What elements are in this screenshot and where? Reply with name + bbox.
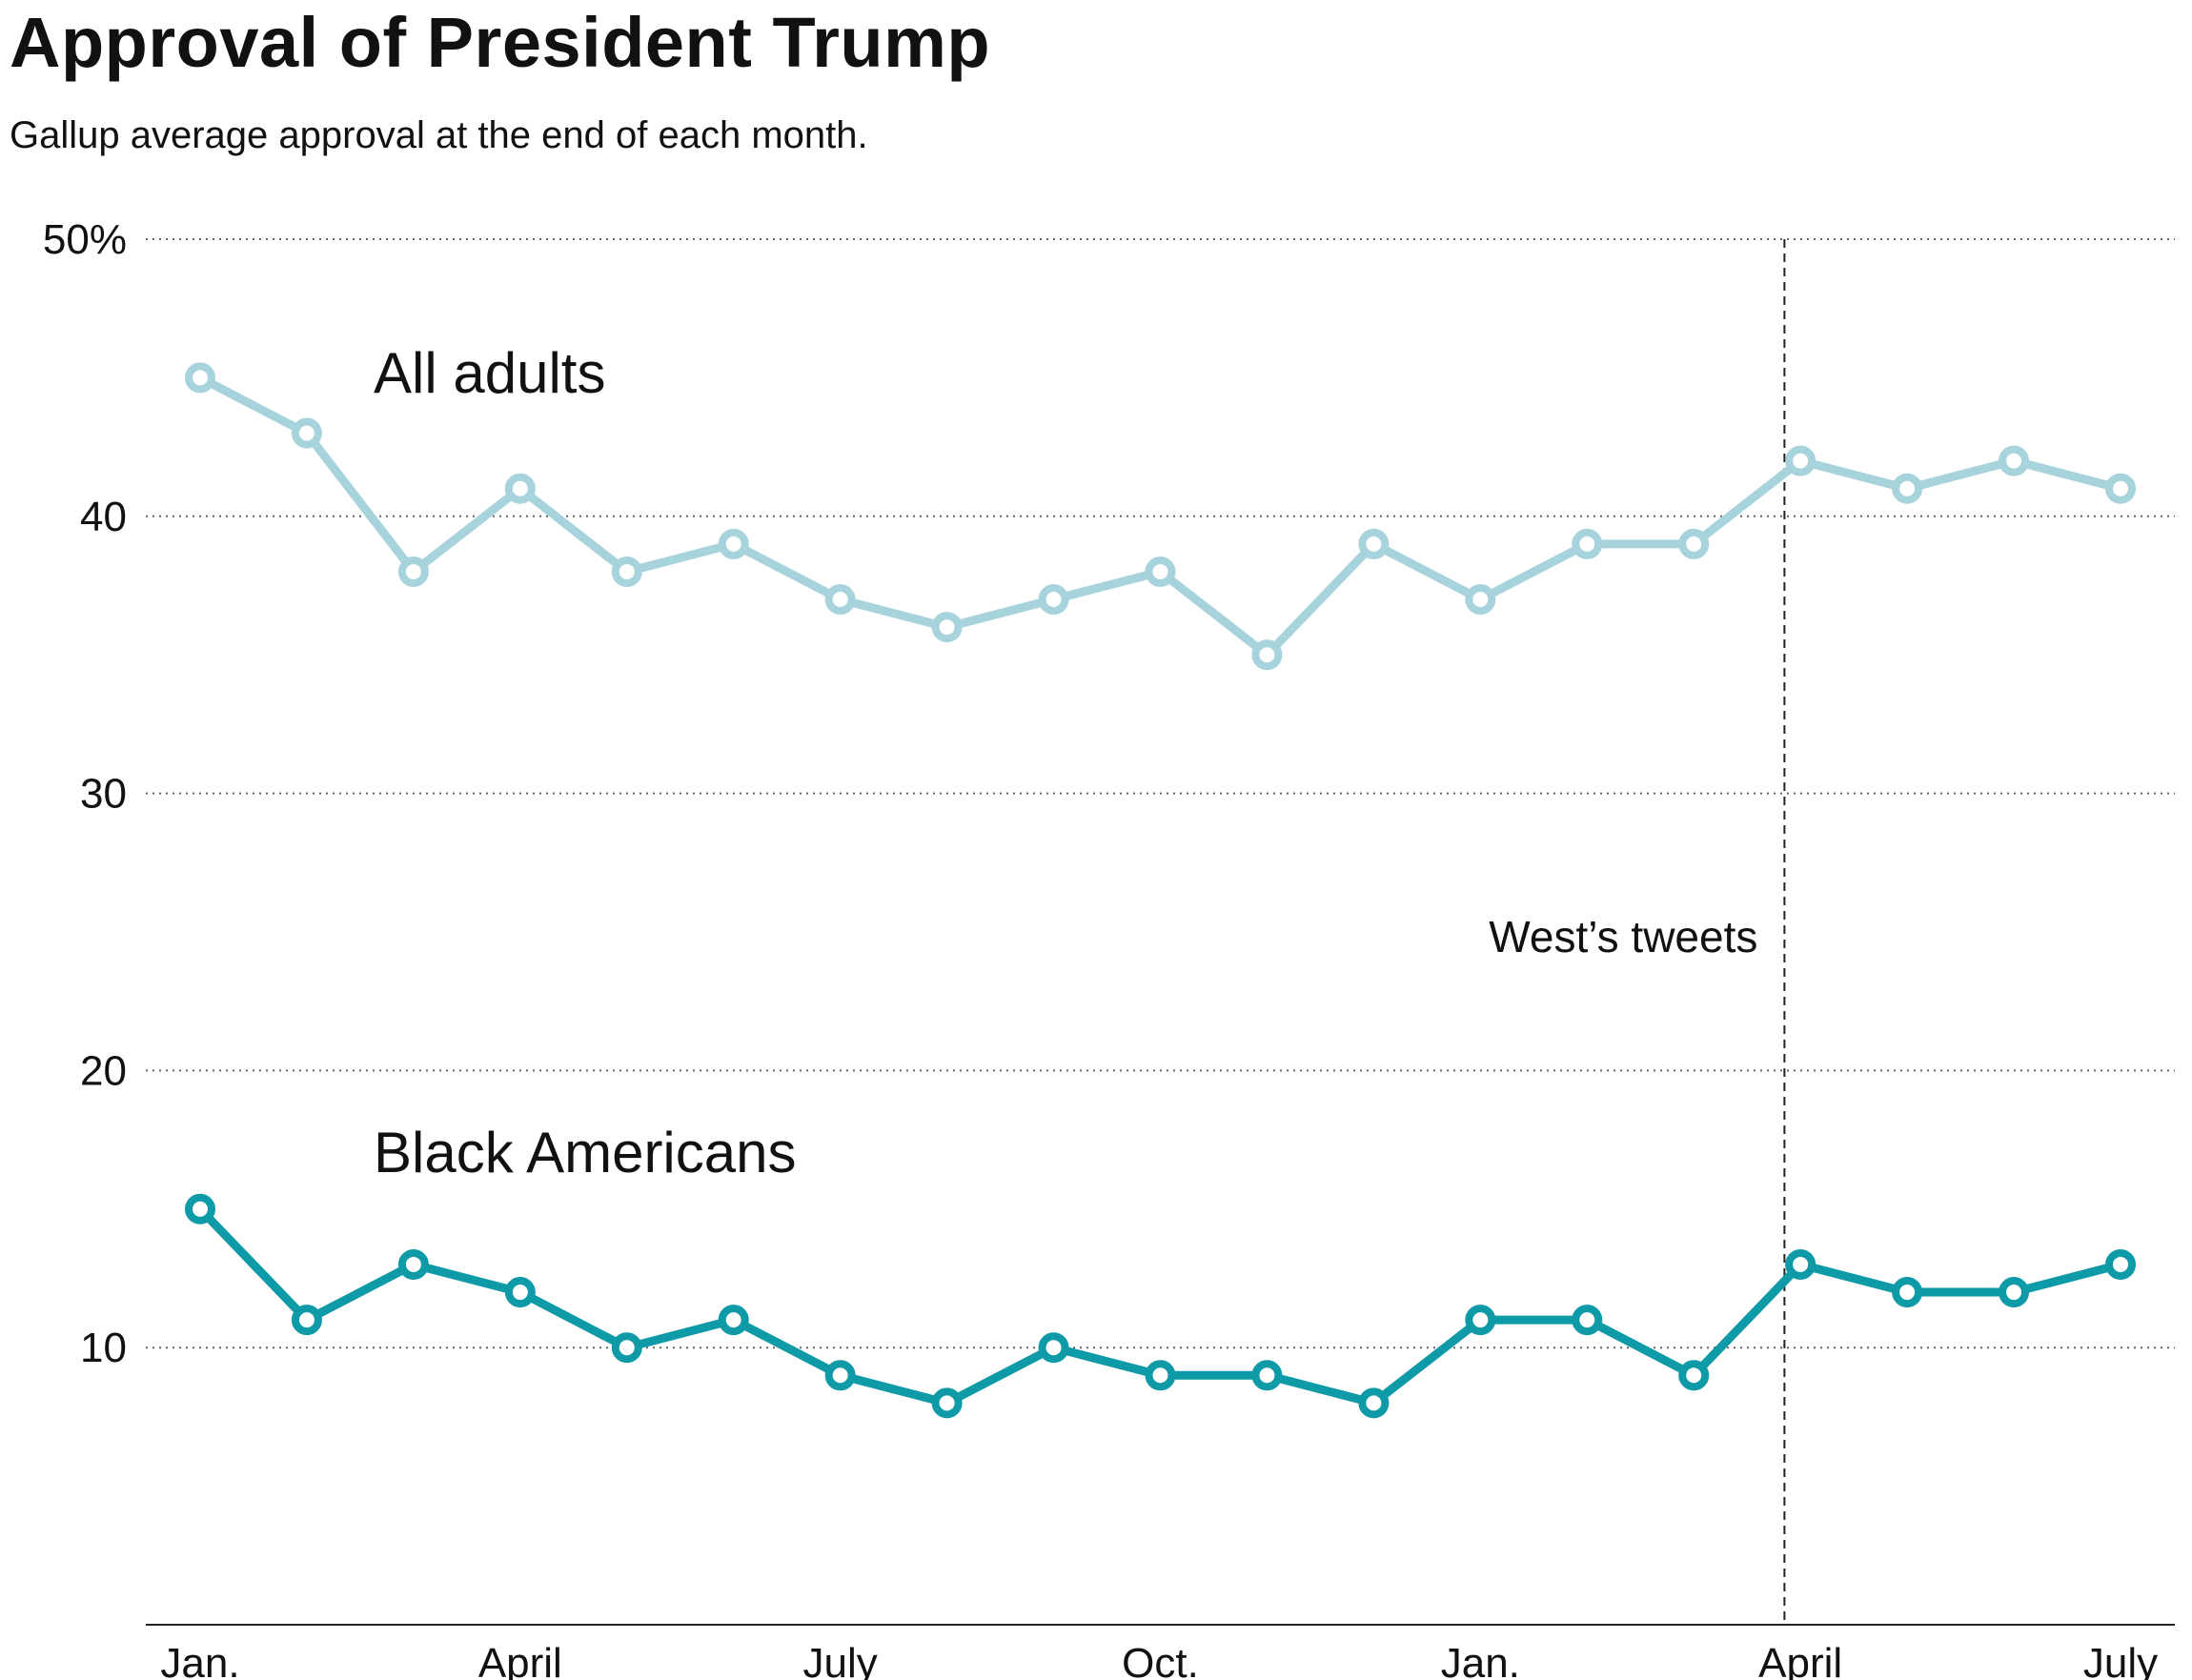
data-point (1145, 556, 1176, 587)
x-tick-label: July (803, 1640, 878, 1680)
data-point (1892, 1277, 1923, 1308)
y-tick-label: 30 (80, 771, 127, 818)
data-point (1145, 1360, 1176, 1391)
series-label: Black Americans (374, 1121, 797, 1184)
data-point (1465, 1305, 1496, 1336)
data-point (1678, 528, 1710, 559)
data-point (931, 612, 963, 643)
data-point (1999, 1277, 2030, 1308)
data-point (1038, 584, 1069, 616)
x-tick-label: Jan. (160, 1640, 239, 1680)
data-point (1358, 1387, 1390, 1419)
y-tick-label: 10 (80, 1325, 127, 1371)
data-point (611, 1332, 642, 1364)
x-tick-label: July (2083, 1640, 2158, 1680)
x-tick-label: April (478, 1640, 562, 1680)
y-tick-label: 20 (80, 1047, 127, 1094)
data-point (504, 473, 536, 504)
data-point (824, 584, 856, 616)
x-tick-label: April (1758, 1640, 1842, 1680)
chart-title: Approval of President Trump (10, 3, 991, 82)
data-point (397, 1248, 429, 1280)
data-point (1572, 528, 1603, 559)
data-point (718, 1305, 749, 1336)
data-point (291, 1305, 322, 1336)
annotation-label: West’s tweets (1489, 912, 1757, 961)
data-point (824, 1360, 856, 1391)
data-point (2105, 1248, 2136, 1280)
data-point (1785, 445, 1817, 476)
data-point (931, 1387, 963, 1419)
data-point (185, 1193, 215, 1225)
x-tick-label: Oct. (1122, 1640, 1199, 1680)
data-point (718, 528, 749, 559)
data-point (1785, 1248, 1817, 1280)
chart-subtitle: Gallup average approval at the end of ea… (10, 114, 868, 156)
data-point (1251, 639, 1283, 671)
data-point (1465, 584, 1496, 616)
data-point (1999, 445, 2030, 476)
data-point (1251, 1360, 1283, 1391)
data-point (185, 362, 215, 394)
data-point (1038, 1332, 1069, 1364)
data-point (1678, 1360, 1710, 1391)
data-point (2105, 473, 2136, 504)
series-label: All adults (374, 341, 605, 405)
y-tick-label: 40 (80, 494, 127, 540)
data-point (1892, 473, 1923, 504)
y-tick-label: 50% (43, 216, 127, 263)
data-point (504, 1277, 536, 1308)
x-tick-label: Jan. (1441, 1640, 1520, 1680)
data-point (291, 417, 322, 449)
data-point (1572, 1305, 1603, 1336)
data-point (611, 556, 642, 587)
data-point (1358, 528, 1390, 559)
data-point (397, 556, 429, 587)
